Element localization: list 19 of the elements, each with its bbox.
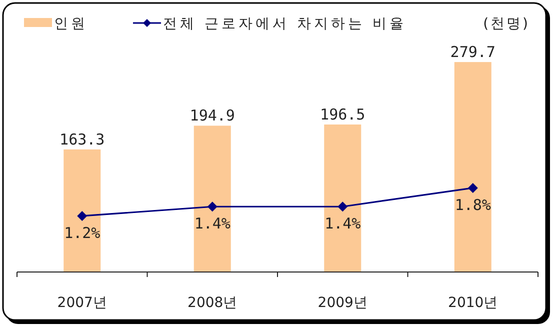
- data-label: 1.4%: [194, 214, 230, 233]
- legend-label: 인원: [54, 16, 88, 32]
- bar: [454, 62, 492, 272]
- legend-label: 전체 근로자에서 차지하는 비율: [163, 16, 406, 32]
- text: (천명): [483, 16, 530, 32]
- data-label: 1.8%: [454, 196, 491, 214]
- data-label: 194.9: [190, 106, 235, 125]
- x-tick-label: 2009년: [318, 295, 368, 311]
- x-tick-label: 2010년: [448, 295, 498, 311]
- x-tick-label: 2007년: [57, 295, 107, 311]
- bar: [64, 149, 101, 272]
- data-label: 1.2%: [64, 224, 100, 242]
- data-label: 279.7: [450, 43, 496, 62]
- data-label: 163.3: [60, 130, 105, 148]
- data-label: 196.5: [320, 106, 366, 124]
- bar: [324, 124, 362, 272]
- data-label: 1.4%: [324, 214, 361, 233]
- bar: [194, 126, 231, 272]
- x-tick-label: 2008년: [188, 295, 238, 311]
